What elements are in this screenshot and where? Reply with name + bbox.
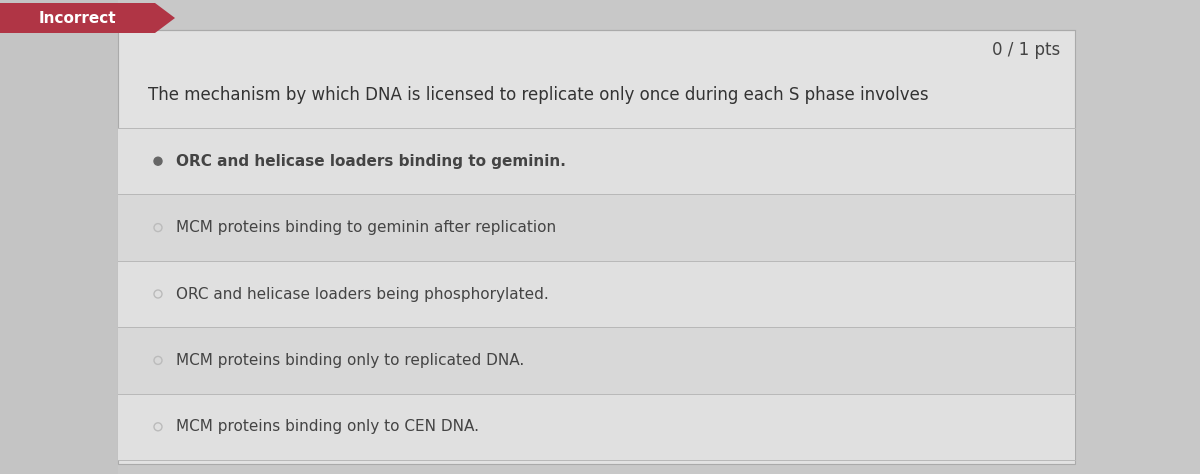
Text: ORC and helicase loaders being phosphorylated.: ORC and helicase loaders being phosphory… — [176, 286, 548, 301]
Text: 0 / 1 pts: 0 / 1 pts — [991, 41, 1060, 59]
Text: MCM proteins binding to geminin after replication: MCM proteins binding to geminin after re… — [176, 220, 556, 235]
Circle shape — [154, 157, 162, 165]
Text: The mechanism by which DNA is licensed to replicate only once during each S phas: The mechanism by which DNA is licensed t… — [148, 86, 929, 104]
FancyBboxPatch shape — [118, 327, 1075, 393]
FancyBboxPatch shape — [118, 261, 1075, 327]
Text: MCM proteins binding only to replicated DNA.: MCM proteins binding only to replicated … — [176, 353, 524, 368]
Text: MCM proteins binding only to CEN DNA.: MCM proteins binding only to CEN DNA. — [176, 419, 479, 434]
FancyBboxPatch shape — [118, 30, 1075, 464]
Text: ORC and helicase loaders binding to geminin.: ORC and helicase loaders binding to gemi… — [176, 154, 566, 169]
Polygon shape — [0, 3, 175, 33]
FancyBboxPatch shape — [118, 393, 1075, 460]
FancyBboxPatch shape — [118, 128, 1075, 194]
FancyBboxPatch shape — [0, 0, 118, 474]
Text: Incorrect: Incorrect — [38, 10, 116, 26]
FancyBboxPatch shape — [118, 194, 1075, 261]
